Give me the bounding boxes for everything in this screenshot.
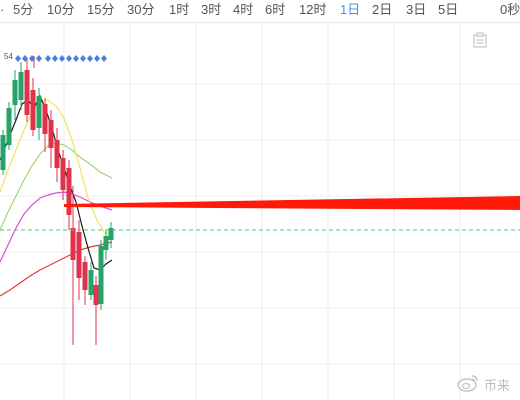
- candle: [54, 128, 60, 182]
- candle: [48, 110, 54, 168]
- signal-diamond: [52, 55, 58, 62]
- ma-line-red: [0, 241, 113, 297]
- timeframe-1d[interactable]: 1日: [340, 2, 361, 17]
- candle: [103, 230, 109, 260]
- timeframe-6h[interactable]: 6时: [265, 2, 286, 17]
- candle-body: [48, 120, 54, 148]
- candle: [76, 220, 82, 300]
- candle-body: [60, 158, 66, 190]
- weibo-icon: [456, 374, 480, 395]
- signal-diamond: [80, 55, 86, 62]
- candle-body: [36, 96, 42, 128]
- countdown-label: 0秒: [500, 2, 520, 17]
- candles: [0, 58, 114, 345]
- timeframe-3h[interactable]: 3时: [201, 2, 222, 17]
- candle: [24, 58, 30, 122]
- candle: [12, 70, 18, 120]
- watermark-text: 币来: [484, 378, 511, 393]
- signal-diamond: [94, 55, 100, 62]
- signal-markers: [15, 55, 107, 68]
- candle-body: [108, 228, 114, 240]
- candle: [0, 130, 6, 175]
- candle: [108, 222, 114, 248]
- signal-diamond: [87, 55, 93, 62]
- candle-body: [76, 232, 82, 278]
- ma-line-magenta: [0, 191, 113, 263]
- timeframe-15min[interactable]: 15分: [87, 2, 115, 17]
- candle-body: [0, 135, 6, 170]
- signal-diamond: [15, 55, 21, 62]
- signal-diamond: [36, 55, 42, 62]
- candle-body: [66, 168, 72, 215]
- watermark: 币来: [456, 372, 520, 394]
- candle: [93, 276, 99, 345]
- candle-body: [24, 70, 30, 115]
- candle-body: [6, 108, 12, 145]
- candle: [18, 62, 24, 110]
- timeframe-12h[interactable]: 12时: [299, 2, 327, 17]
- red-trend-line: [64, 196, 520, 210]
- ma-line-yellow: [0, 99, 113, 237]
- candle-body: [88, 270, 94, 295]
- candle-body: [98, 246, 104, 304]
- candle: [66, 160, 72, 230]
- timeframe-30min[interactable]: 30分: [127, 2, 155, 17]
- timeframe-2d[interactable]: 2日: [372, 2, 393, 17]
- note-icon[interactable]: [472, 32, 488, 48]
- candle-body: [93, 285, 99, 305]
- candle-body: [30, 90, 36, 130]
- candlestick-chart[interactable]: 54: [0, 22, 520, 400]
- candle: [82, 256, 88, 305]
- candle: [6, 102, 12, 150]
- signal-diamond: [22, 55, 28, 62]
- ma-line-black: [0, 94, 113, 271]
- signal-diamond: [73, 55, 79, 62]
- candle: [98, 240, 104, 310]
- top-marker-text: 54: [4, 52, 13, 61]
- signal-diamond: [66, 55, 72, 62]
- candle: [36, 88, 42, 140]
- candle-body: [18, 72, 24, 100]
- chart-grid: [0, 22, 520, 400]
- candle: [70, 186, 76, 345]
- candle-body: [82, 262, 88, 290]
- candle-body: [54, 140, 60, 168]
- candle-body: [42, 104, 48, 134]
- candle: [88, 262, 94, 300]
- candle-body: [103, 236, 109, 250]
- timeframe-toolbar: · 5分 10分 15分 30分 1时 3时 4时 6时 12时 1日 2日 3…: [0, 0, 520, 23]
- signal-diamond: [101, 55, 107, 62]
- timeframe-4h[interactable]: 4时: [233, 2, 254, 17]
- timeframe-5d[interactable]: 5日: [438, 2, 459, 17]
- timeframe-1h[interactable]: 1时: [169, 2, 190, 17]
- candle: [30, 78, 36, 136]
- timeframe-5min[interactable]: 5分: [13, 2, 34, 17]
- signal-diamond: [45, 55, 51, 62]
- timeframe-3d[interactable]: 3日: [406, 2, 427, 17]
- candle: [42, 98, 48, 152]
- signal-diamond: [59, 55, 65, 62]
- candle-body: [12, 80, 18, 105]
- candle: [60, 150, 66, 200]
- candle-body: [70, 228, 76, 260]
- timeframe-partial[interactable]: ·: [0, 2, 5, 17]
- timeframe-10min[interactable]: 10分: [47, 2, 75, 17]
